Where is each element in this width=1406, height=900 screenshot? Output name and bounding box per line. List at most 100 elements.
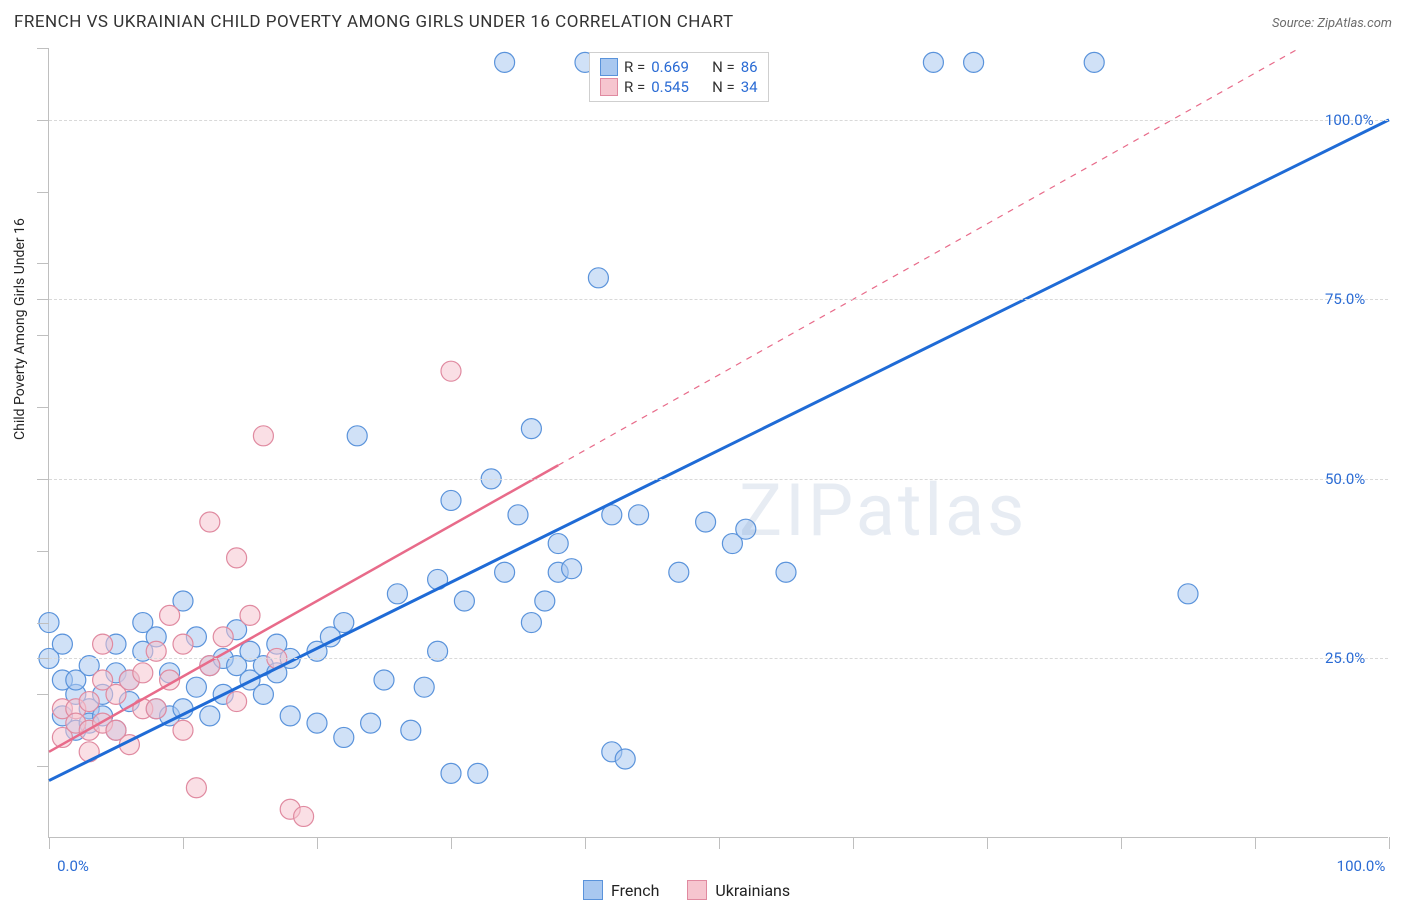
- y-tick-mark: [37, 479, 49, 480]
- data-point: [923, 52, 943, 72]
- x-tick-label: 0.0%: [57, 857, 89, 875]
- x-tick-mark: [853, 837, 854, 849]
- y-tick-label: 100.0%: [1325, 111, 1376, 129]
- legend-series: French Ukrainians: [583, 880, 790, 900]
- y-tick-mark: [37, 551, 49, 552]
- y-tick-mark: [37, 766, 49, 767]
- data-point: [227, 692, 247, 712]
- y-tick-mark: [37, 263, 49, 264]
- data-point: [160, 605, 180, 625]
- data-point: [736, 519, 756, 539]
- y-tick-label: 50.0%: [1325, 470, 1376, 488]
- legend-swatch: [600, 78, 618, 96]
- y-tick-label: 75.0%: [1325, 290, 1376, 308]
- x-tick-mark: [987, 837, 988, 849]
- x-tick-mark: [451, 837, 452, 849]
- data-point: [468, 763, 488, 783]
- y-tick-mark: [37, 623, 49, 624]
- data-point: [307, 713, 327, 733]
- data-point: [508, 505, 528, 525]
- data-point: [93, 634, 113, 654]
- legend-swatch: [583, 880, 603, 900]
- legend-label: French: [611, 881, 659, 900]
- legend-item: Ukrainians: [687, 880, 790, 900]
- data-point: [776, 562, 796, 582]
- regression-line: [558, 48, 1299, 465]
- y-tick-mark: [37, 48, 49, 49]
- data-point: [454, 591, 474, 611]
- y-tick-mark: [37, 192, 49, 193]
- data-point: [521, 419, 541, 439]
- source-label: Source: ZipAtlas.com: [1272, 16, 1392, 31]
- data-point: [146, 699, 166, 719]
- data-point: [240, 605, 260, 625]
- data-point: [280, 706, 300, 726]
- x-tick-mark: [1255, 837, 1256, 849]
- data-point: [294, 806, 314, 826]
- y-tick-mark: [37, 335, 49, 336]
- data-point: [361, 713, 381, 733]
- data-point: [227, 548, 247, 568]
- data-point: [495, 52, 515, 72]
- data-point: [521, 613, 541, 633]
- data-point: [548, 534, 568, 554]
- y-tick-mark: [37, 120, 49, 121]
- data-point: [964, 52, 984, 72]
- data-point: [186, 778, 206, 798]
- data-point: [1178, 584, 1198, 604]
- x-tick-mark: [1389, 837, 1390, 849]
- data-point: [200, 706, 220, 726]
- y-axis-label: Child Poverty Among Girls Under 16: [12, 218, 28, 440]
- data-point: [173, 634, 193, 654]
- data-point: [629, 505, 649, 525]
- legend-correlation: R = 0.669 N = 86 R = 0.545 N = 34: [589, 52, 769, 102]
- data-point: [52, 634, 72, 654]
- legend-item: French: [583, 880, 659, 900]
- x-tick-mark: [719, 837, 720, 849]
- data-point: [535, 591, 555, 611]
- gridline: [49, 299, 1388, 300]
- title-bar: FRENCH VS UKRAINIAN CHILD POVERTY AMONG …: [14, 12, 1392, 32]
- legend-label: Ukrainians: [715, 881, 790, 900]
- data-point: [401, 720, 421, 740]
- y-tick-label: 25.0%: [1325, 649, 1376, 667]
- x-tick-mark: [1121, 837, 1122, 849]
- gridline: [49, 658, 1388, 659]
- data-point: [347, 426, 367, 446]
- data-point: [414, 677, 434, 697]
- regression-line: [49, 465, 558, 752]
- data-point: [588, 268, 608, 288]
- legend-row: R = 0.669 N = 86: [600, 57, 758, 77]
- legend-swatch: [687, 880, 707, 900]
- data-point: [562, 559, 582, 579]
- data-point: [79, 692, 99, 712]
- data-point: [441, 361, 461, 381]
- gridline: [49, 479, 1388, 480]
- x-tick-mark: [317, 837, 318, 849]
- data-point: [495, 562, 515, 582]
- chart-svg: [49, 48, 1388, 837]
- regression-line: [49, 120, 1389, 781]
- y-tick-mark: [37, 299, 49, 300]
- data-point: [253, 684, 273, 704]
- data-point: [441, 763, 461, 783]
- y-tick-mark: [37, 407, 49, 408]
- x-tick-mark: [183, 837, 184, 849]
- data-point: [441, 490, 461, 510]
- chart-title: FRENCH VS UKRAINIAN CHILD POVERTY AMONG …: [14, 12, 734, 32]
- data-point: [186, 677, 206, 697]
- data-point: [669, 562, 689, 582]
- y-tick-mark: [37, 694, 49, 695]
- x-tick-mark: [585, 837, 586, 849]
- data-point: [200, 512, 220, 532]
- data-point: [696, 512, 716, 532]
- data-point: [374, 670, 394, 690]
- data-point: [615, 749, 635, 769]
- chart-plot-area: ZIPatlas R = 0.669 N = 86 R = 0.545 N = …: [48, 48, 1388, 838]
- data-point: [133, 663, 153, 683]
- data-point: [173, 720, 193, 740]
- data-point: [334, 727, 354, 747]
- legend-row: R = 0.545 N = 34: [600, 77, 758, 97]
- data-point: [334, 613, 354, 633]
- x-tick-label: 100.0%: [1337, 857, 1386, 875]
